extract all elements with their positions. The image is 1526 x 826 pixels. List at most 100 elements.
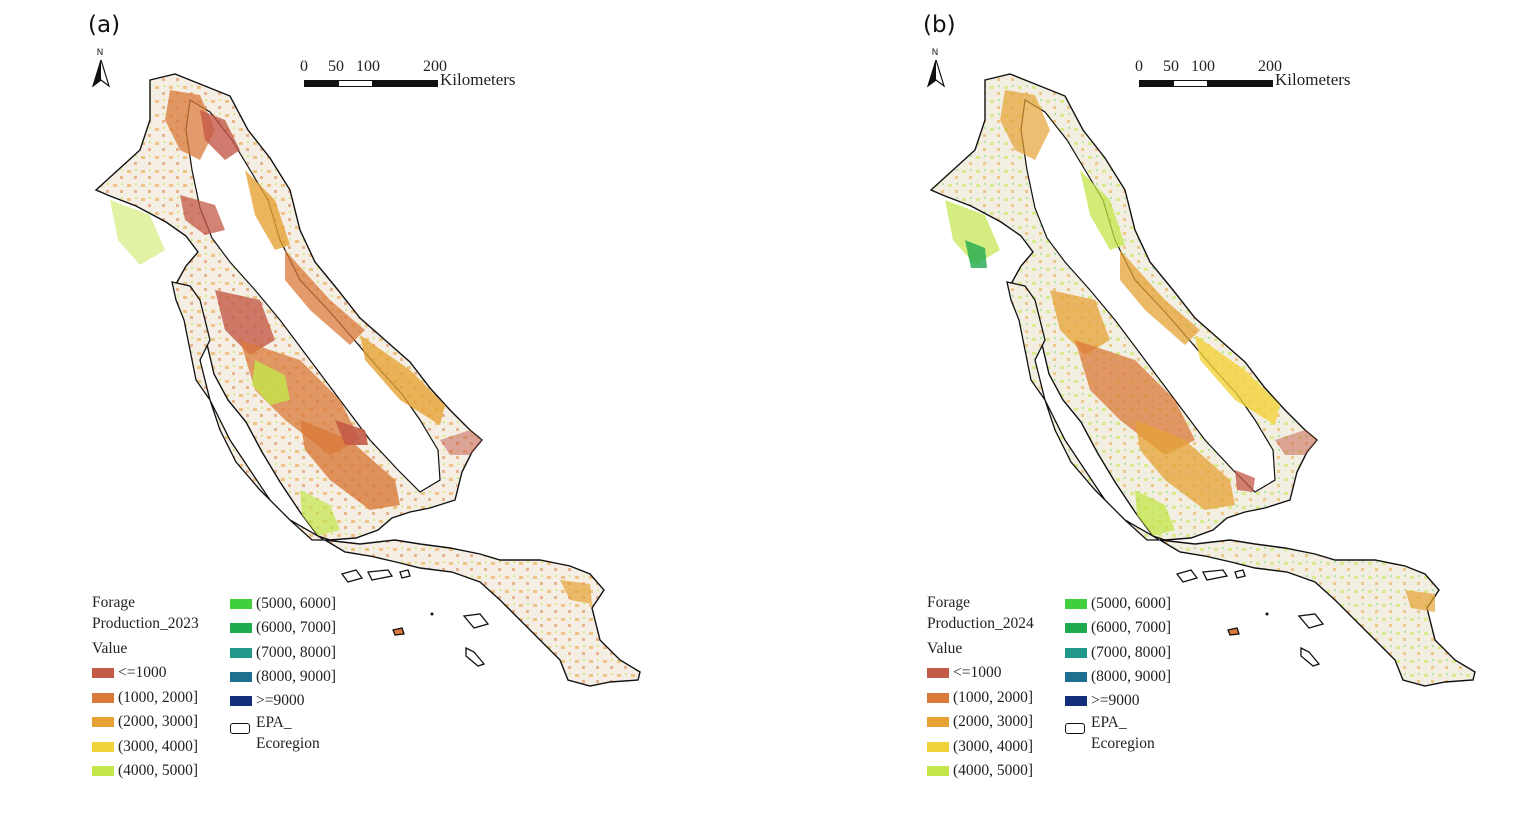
north-label: N (931, 48, 939, 58)
legend-swatch (1065, 623, 1087, 633)
legend-swatch (927, 693, 949, 703)
legend-label: >=9000 (1091, 692, 1140, 709)
forage-patch (965, 240, 987, 268)
legend-title-line: Production_2023 (92, 615, 199, 632)
forage-patch (215, 290, 275, 355)
scale-bar-graphic (304, 80, 438, 87)
legend-label: (2000, 3000] (953, 713, 1034, 730)
island (1265, 612, 1269, 616)
legend-swatch (927, 742, 949, 752)
forage-patch (1405, 590, 1435, 612)
forage-patch (165, 90, 215, 160)
scale-bar: 0 50 100 200 Kilometers (300, 58, 540, 94)
legend-label: (2000, 3000] (118, 713, 199, 730)
legend-label: (1000, 2000] (953, 689, 1034, 706)
coastal-outline (171, 281, 327, 541)
forage-patch (1000, 90, 1050, 160)
north-arrow-icon (927, 60, 945, 88)
forage-patch (1075, 340, 1195, 455)
legend-label: (8000, 9000] (256, 668, 337, 685)
forage-patch (1080, 170, 1125, 250)
ecoregion-label-line: EPA_ (256, 714, 292, 731)
legend-title: Forage Production_2024 Value (927, 592, 1067, 659)
forage-patch (252, 360, 290, 405)
scale-unit: Kilometers (1275, 70, 1351, 89)
legend-swatch (230, 648, 252, 658)
legend-value-label: Value (92, 640, 128, 657)
panel-label: (a) (88, 12, 121, 38)
forage-patch (1135, 420, 1235, 510)
legend-label: (8000, 9000] (1091, 668, 1172, 685)
scale-tick: 0 (1135, 58, 1143, 75)
southern-coast-outline (324, 539, 641, 687)
forage-patch (1195, 335, 1280, 425)
north-arrow: N (927, 48, 947, 92)
forage-patch (200, 110, 240, 160)
legend-label: EPA_ Ecoregion (256, 712, 320, 754)
legend-swatch (1065, 648, 1087, 658)
ecoregion-swatch (1065, 723, 1085, 734)
ecoregion-label-line: Ecoregion (1091, 735, 1155, 752)
legend-swatch (92, 717, 114, 727)
island (462, 613, 490, 629)
southern-coast-outline (1159, 539, 1476, 687)
scale-tick: 100 (356, 58, 380, 75)
island (1297, 613, 1325, 629)
legend-label: (7000, 8000] (256, 644, 337, 661)
scale-bar-graphic (1139, 80, 1273, 87)
forage-patch (300, 420, 400, 510)
forage-patch (440, 430, 482, 455)
scale-tick: 100 (1191, 58, 1215, 75)
forage-patch (300, 490, 340, 536)
north-label: N (96, 48, 104, 58)
island (1227, 627, 1240, 636)
ecoregion-map-2024 (929, 73, 1476, 687)
legend-swatch (92, 766, 114, 776)
legend-swatch (1065, 696, 1087, 706)
legend-swatch (92, 742, 114, 752)
island (392, 627, 405, 636)
coastal-outline (1006, 281, 1162, 541)
legend-label: (6000, 7000] (256, 619, 337, 636)
panel-label: (b) (923, 12, 956, 38)
map-panel-b: (b) N 0 50 100 200 Kilometers Forage Pro… (835, 0, 1526, 826)
legend-label: (5000, 6000] (1091, 595, 1172, 612)
scale-unit: Kilometers (440, 70, 516, 89)
ecoregion-map-2023 (94, 73, 641, 687)
forage-patch (1235, 470, 1255, 492)
legend-title-line: Production_2024 (927, 615, 1034, 632)
legend-swatch (927, 717, 949, 727)
forage-patch (1275, 430, 1317, 455)
legend-label: <=1000 (953, 664, 1002, 681)
island (366, 569, 394, 581)
forage-patch (180, 195, 225, 235)
legend-swatch (1065, 599, 1087, 609)
legend-label: >=9000 (256, 692, 305, 709)
legend-title-line: Forage (92, 594, 136, 611)
legend-swatch (927, 668, 949, 678)
north-arrow-icon (92, 60, 110, 88)
legend-label: EPA_ Ecoregion (1091, 712, 1155, 754)
legend-swatch (230, 599, 252, 609)
scale-tick: 200 (423, 58, 447, 75)
legend-swatch (230, 696, 252, 706)
forage-patch (945, 200, 1000, 265)
legend-label: (6000, 7000] (1091, 619, 1172, 636)
forage-patch (335, 420, 368, 445)
ecoregion-label-line: EPA_ (1091, 714, 1127, 731)
forage-patch (360, 335, 445, 425)
island (399, 569, 411, 579)
legend-swatch (92, 668, 114, 678)
legend-swatch (230, 623, 252, 633)
scale-tick: 50 (328, 58, 344, 75)
scale-tick: 50 (1163, 58, 1179, 75)
legend-label: (5000, 6000] (256, 595, 337, 612)
legend-title: Forage Production_2023 Value (92, 592, 232, 659)
scale-tick: 0 (300, 58, 308, 75)
north-arrow: N (92, 48, 112, 92)
forage-patch (1120, 250, 1200, 345)
ecoregion-swatch (230, 723, 250, 734)
island (1300, 646, 1321, 667)
ecoregion-label-line: Ecoregion (256, 735, 320, 752)
forage-patch (245, 170, 290, 250)
